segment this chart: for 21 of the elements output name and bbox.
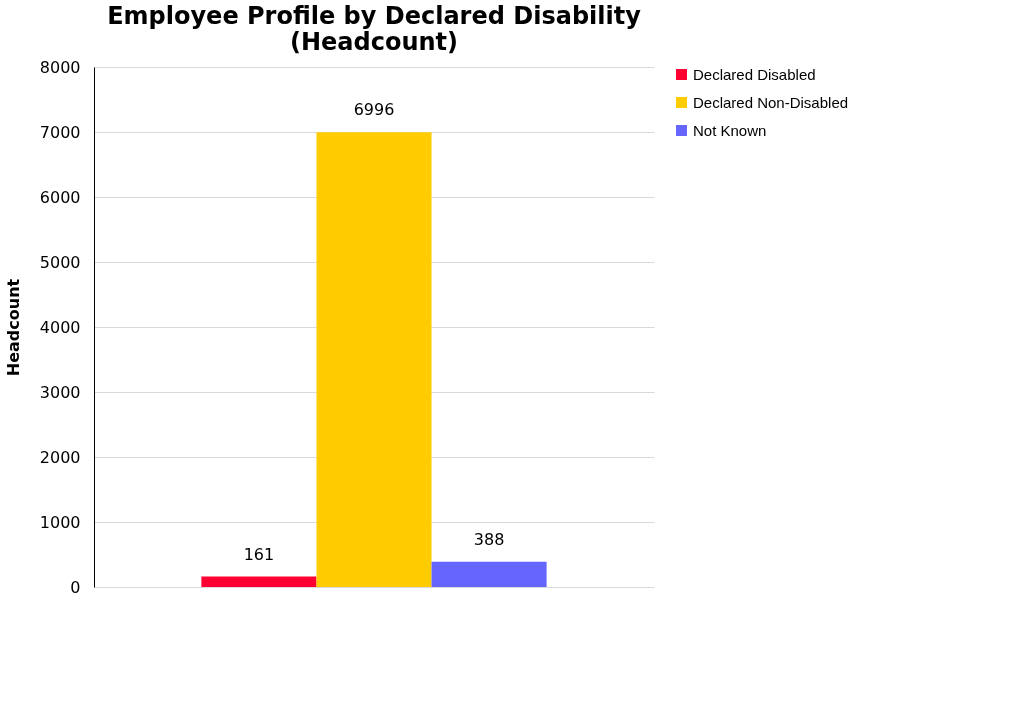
bar — [431, 561, 547, 587]
y-tick-label: 5000 — [39, 252, 81, 272]
text: (Headcount) — [289, 28, 459, 56]
y-tick-label: 4000 — [39, 317, 81, 337]
legend-label: Not Known — [693, 121, 767, 139]
data-label: 388 — [473, 529, 505, 549]
y-tick-label: 7000 — [39, 122, 81, 142]
data-label: 161 — [243, 544, 275, 564]
y-tick-label: 3000 — [39, 382, 81, 402]
y-tick-label: 1000 — [39, 512, 81, 532]
y-tick-label: 6000 — [39, 187, 81, 207]
y-tick-label: 0 — [70, 577, 81, 597]
y-tick-label: 2000 — [39, 447, 81, 467]
bar — [201, 576, 317, 587]
legend-label: Declared Disabled — [693, 65, 816, 83]
y-axis-title: Headcount — [3, 278, 23, 377]
text: Employee Profile by Declared Disability — [107, 2, 641, 30]
y-tick-label: 8000 — [39, 57, 81, 77]
data-label: 6996 — [353, 100, 395, 120]
bar — [316, 132, 432, 587]
legend-label: Declared Non-Disabled — [693, 93, 849, 111]
